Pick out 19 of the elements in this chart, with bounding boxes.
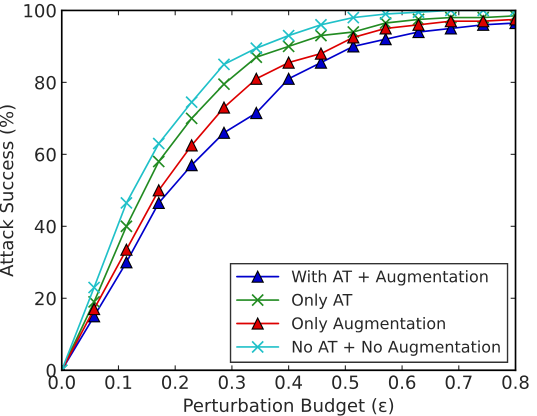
- x-tick-label: 0.4: [275, 375, 302, 390]
- legend-label: Only AT: [292, 294, 352, 309]
- y-tick-label: 100: [24, 4, 56, 18]
- x-tick-label: 0.5: [332, 375, 358, 390]
- y-tick-label: 60: [35, 148, 56, 162]
- y-tick-label: 80: [35, 76, 56, 90]
- x-tick-label: 0.7: [446, 375, 472, 390]
- x-tick-label: 0.8: [502, 375, 529, 390]
- x-tick-label: 0.6: [388, 375, 416, 390]
- x-tick-label: 0.3: [218, 375, 245, 390]
- y-tick-label: 40: [34, 220, 56, 234]
- x-tick-label: 0.0: [48, 375, 75, 390]
- legend-label: Only Augmentation: [292, 316, 445, 332]
- legend-label: No AT + No Augmentation: [292, 340, 500, 356]
- legend-label: With AT + Augmentation: [292, 270, 488, 286]
- x-axis-title: Perturbation Budget (ε): [184, 398, 394, 416]
- x-tick-label: 0.2: [162, 375, 188, 390]
- y-tick-label: 20: [35, 292, 56, 306]
- x-tick-label: 0.1: [105, 375, 132, 390]
